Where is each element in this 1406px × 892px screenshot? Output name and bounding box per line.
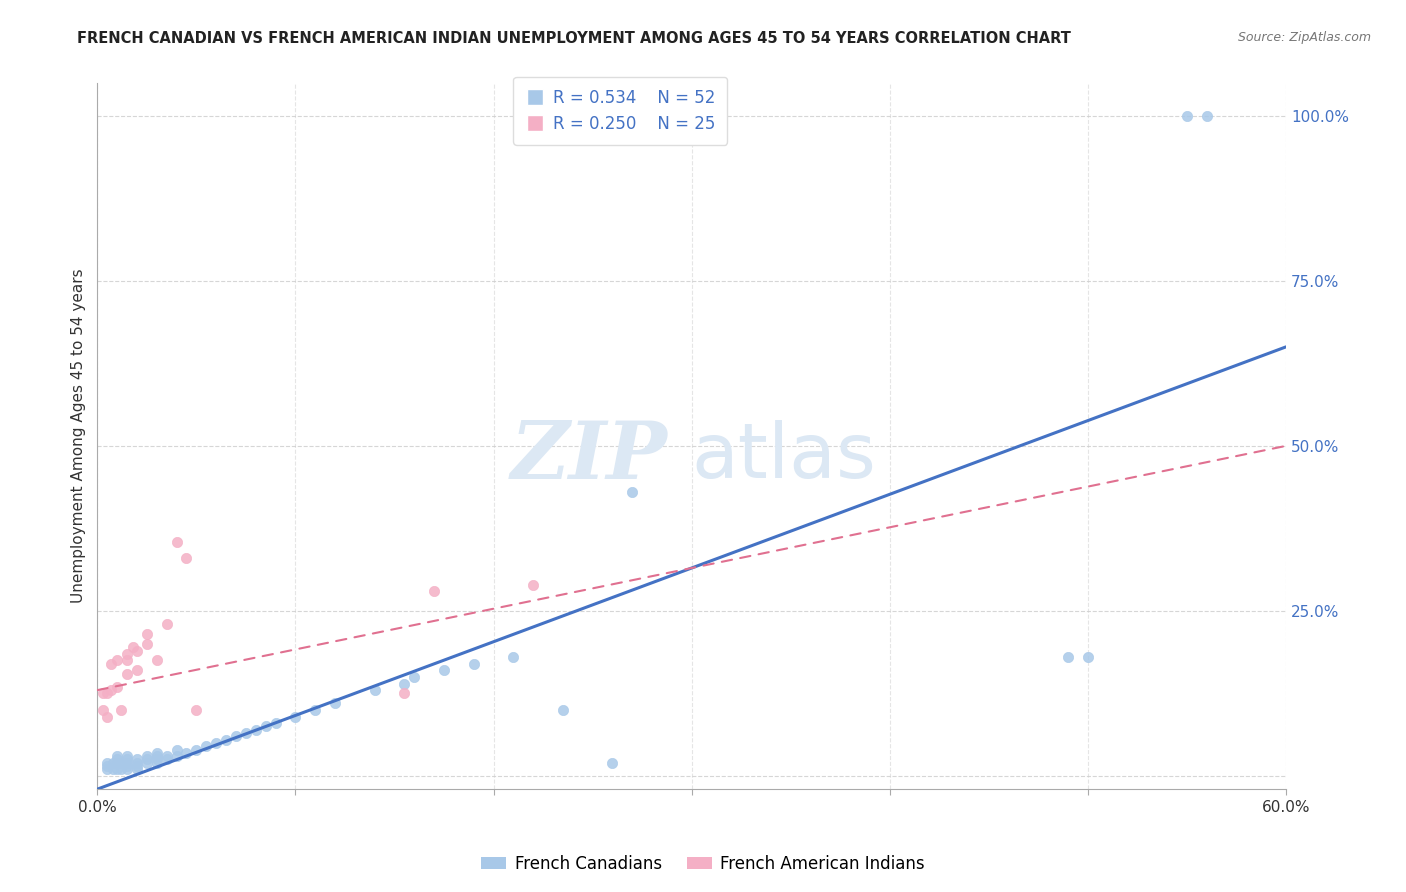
Point [463, 657, 485, 671]
Point [125, 663, 148, 677]
Point [125, 762, 148, 776]
Point [115, 653, 138, 667]
Point [245, 723, 267, 737]
Point [235, 726, 257, 740]
Point [105, 762, 128, 776]
Point [146, 746, 169, 760]
Point [91, 703, 114, 717]
Y-axis label: Unemployment Among Ages 45 to 54 years: Unemployment Among Ages 45 to 54 years [72, 268, 86, 603]
Legend: R = 0.534    N = 52, R = 0.250    N = 25: R = 0.534 N = 52, R = 0.250 N = 25 [513, 77, 727, 145]
Point [115, 666, 138, 681]
Point [115, 756, 138, 770]
Point [91, 686, 114, 700]
Point [103, 756, 125, 770]
Text: atlas: atlas [692, 420, 876, 494]
Point [122, 640, 145, 655]
Point [394, 686, 416, 700]
Point [363, 683, 385, 698]
Point [156, 752, 179, 766]
Point [423, 584, 446, 599]
Point [254, 719, 277, 733]
Point [115, 762, 138, 776]
Point [1077, 650, 1099, 665]
Point [146, 756, 169, 770]
Point [100, 683, 122, 698]
Point [110, 756, 132, 770]
Point [195, 739, 218, 754]
Point [186, 703, 208, 717]
Point [602, 756, 624, 770]
Point [166, 534, 188, 549]
Point [100, 657, 122, 671]
Text: ZIP: ZIP [510, 418, 668, 496]
Point [96, 759, 118, 773]
Point [135, 749, 157, 764]
Text: Source: ZipAtlas.com: Source: ZipAtlas.com [1237, 31, 1371, 45]
Point [146, 749, 169, 764]
Point [1195, 109, 1218, 123]
Point [105, 756, 128, 770]
Point [105, 680, 128, 694]
Point [115, 749, 138, 764]
Point [105, 749, 128, 764]
Point [304, 703, 326, 717]
Point [110, 762, 132, 776]
Point [96, 756, 118, 770]
Point [264, 716, 287, 731]
Point [502, 650, 524, 665]
Point [105, 653, 128, 667]
Point [176, 551, 198, 566]
Point [115, 647, 138, 661]
Point [103, 762, 125, 776]
Point [110, 703, 132, 717]
Point [146, 653, 169, 667]
Point [1175, 109, 1198, 123]
Point [215, 732, 238, 747]
Point [96, 709, 118, 723]
Point [323, 696, 346, 710]
Point [135, 637, 157, 651]
Point [394, 676, 416, 690]
Point [1057, 650, 1080, 665]
Text: FRENCH CANADIAN VS FRENCH AMERICAN INDIAN UNEMPLOYMENT AMONG AGES 45 TO 54 YEARS: FRENCH CANADIAN VS FRENCH AMERICAN INDIA… [77, 31, 1071, 46]
Point [404, 670, 426, 684]
Point [135, 627, 157, 641]
Point [105, 752, 128, 766]
Point [186, 742, 208, 756]
Point [433, 663, 456, 677]
Legend: French Canadians, French American Indians: French Canadians, French American Indian… [475, 848, 931, 880]
Point [125, 752, 148, 766]
Point [522, 577, 544, 591]
Point [156, 617, 179, 632]
Point [156, 749, 179, 764]
Point [621, 485, 644, 500]
Point [115, 752, 138, 766]
Point [96, 762, 118, 776]
Point [125, 643, 148, 657]
Point [115, 759, 138, 773]
Point [166, 742, 188, 756]
Point [205, 736, 228, 750]
Point [284, 709, 307, 723]
Point [135, 752, 157, 766]
Point [146, 752, 169, 766]
Point [551, 703, 574, 717]
Point [125, 759, 148, 773]
Point [96, 686, 118, 700]
Point [176, 746, 198, 760]
Point [125, 756, 148, 770]
Point [225, 729, 247, 743]
Point [166, 749, 188, 764]
Point [135, 756, 157, 770]
